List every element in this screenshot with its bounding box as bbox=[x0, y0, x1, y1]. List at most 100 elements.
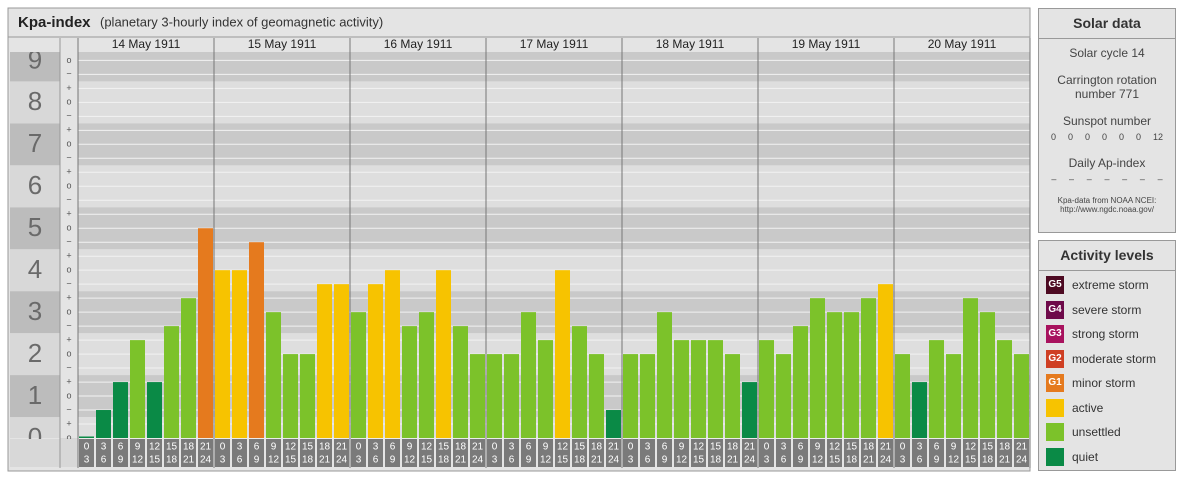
x-tick-label: 12 bbox=[693, 442, 705, 453]
x-tick-label: 9 bbox=[543, 442, 549, 453]
x-tick-label: 21 bbox=[999, 455, 1011, 466]
x-tick-label: 6 bbox=[781, 455, 787, 466]
legend-item: G5 extreme storm bbox=[1039, 273, 1175, 298]
bar bbox=[980, 312, 995, 438]
minor-tick-label: − bbox=[66, 69, 71, 79]
legend-swatch bbox=[1046, 398, 1064, 417]
x-label-cell bbox=[198, 439, 213, 467]
bar bbox=[793, 326, 808, 438]
x-tick-label: 21 bbox=[744, 442, 756, 453]
legend-item: G2 moderate storm bbox=[1039, 347, 1175, 372]
x-tick-label: 12 bbox=[965, 442, 977, 453]
bar bbox=[623, 354, 638, 438]
x-tick-label: 18 bbox=[846, 455, 858, 466]
x-label-cell bbox=[317, 439, 332, 467]
day-label: 14 May 1911 bbox=[112, 37, 181, 51]
minor-tick-label: − bbox=[66, 153, 71, 163]
bar bbox=[164, 326, 179, 438]
x-tick-label: 21 bbox=[608, 442, 620, 453]
bar bbox=[96, 410, 111, 438]
legend-swatch bbox=[1046, 423, 1064, 442]
legend-swatch: G4 bbox=[1046, 300, 1064, 319]
minor-tick-label: o bbox=[66, 97, 71, 107]
y-label-cell bbox=[10, 249, 60, 292]
minor-tick-label: − bbox=[66, 279, 71, 289]
x-label-cell bbox=[810, 439, 825, 467]
sunspot-number: 0 bbox=[1050, 132, 1056, 142]
x-label-left bbox=[10, 439, 78, 467]
bar bbox=[1014, 354, 1029, 438]
x-tick-label: 3 bbox=[900, 455, 906, 466]
x-tick-label: 18 bbox=[710, 455, 722, 466]
x-tick-label: 18 bbox=[166, 455, 178, 466]
x-tick-label: 18 bbox=[863, 442, 875, 453]
ap-value: – bbox=[1051, 174, 1057, 184]
legend-title: Activity levels bbox=[1039, 241, 1175, 271]
x-tick-label: 12 bbox=[285, 442, 297, 453]
x-label-cell bbox=[674, 439, 689, 467]
bar bbox=[538, 340, 553, 438]
x-tick-label: 0 bbox=[356, 442, 362, 453]
x-label-cell bbox=[283, 439, 298, 467]
bar bbox=[113, 382, 128, 438]
minor-tick-label: + bbox=[66, 376, 71, 386]
ap-value: – bbox=[1139, 174, 1145, 184]
x-tick-label: 21 bbox=[336, 442, 348, 453]
bar bbox=[283, 354, 298, 438]
x-tick-label: 12 bbox=[132, 455, 144, 466]
x-label-cell bbox=[1014, 439, 1029, 467]
sunspot-title: Sunspot number bbox=[1062, 114, 1152, 128]
x-tick-label: 6 bbox=[101, 455, 107, 466]
x-tick-label: 24 bbox=[200, 455, 212, 466]
minor-tick-label: + bbox=[66, 125, 71, 135]
x-tick-label: 0 bbox=[492, 442, 498, 453]
date-strip-left bbox=[10, 38, 78, 52]
x-label-cell bbox=[419, 439, 434, 467]
y-band bbox=[78, 417, 1030, 438]
bar bbox=[878, 284, 893, 438]
bar bbox=[929, 340, 944, 438]
sunspot-number: 0 bbox=[1084, 132, 1090, 142]
bar bbox=[504, 354, 519, 438]
bar bbox=[606, 410, 621, 438]
day-label: 15 May 1911 bbox=[248, 37, 317, 51]
x-tick-label: 12 bbox=[812, 455, 824, 466]
x-label-cell bbox=[963, 439, 978, 467]
x-label-cell bbox=[844, 439, 859, 467]
day-label: 17 May 1911 bbox=[520, 37, 589, 51]
x-label-cell bbox=[147, 439, 162, 467]
x-label-cell bbox=[606, 439, 621, 467]
x-label-cell bbox=[946, 439, 961, 467]
legend-swatch: G5 bbox=[1046, 276, 1064, 295]
x-label-cell bbox=[929, 439, 944, 467]
legend-item: G1 minor storm bbox=[1039, 371, 1175, 396]
x-tick-label: 21 bbox=[727, 455, 739, 466]
minor-label-column bbox=[60, 52, 78, 438]
x-label-cell bbox=[368, 439, 383, 467]
x-label-cell bbox=[385, 439, 400, 467]
chart-subtitle: (planetary 3-hourly index of geomagnetic… bbox=[100, 14, 383, 29]
y-label-cell bbox=[10, 333, 60, 376]
minor-tick-label: − bbox=[66, 362, 71, 372]
x-label-cell bbox=[521, 439, 536, 467]
x-label-cell bbox=[96, 439, 111, 467]
legend-label: moderate storm bbox=[1072, 351, 1157, 366]
y-label-cell bbox=[10, 165, 60, 208]
x-tick-label: 3 bbox=[628, 455, 634, 466]
ap-value: – bbox=[1122, 174, 1128, 184]
x-tick-label: 21 bbox=[880, 442, 892, 453]
legend-swatch: G3 bbox=[1046, 325, 1064, 344]
x-label-cell bbox=[130, 439, 145, 467]
y-band bbox=[78, 52, 1030, 82]
minor-tick-label: + bbox=[66, 83, 71, 93]
legend-items: G5 extreme storm G4 severe storm G3 strong st… bbox=[1039, 271, 1175, 469]
chart-title: Kpa-index bbox=[18, 14, 91, 31]
bar bbox=[436, 270, 451, 438]
minor-tick-label: − bbox=[66, 237, 71, 247]
x-tick-label: 3 bbox=[509, 442, 515, 453]
x-tick-label: 21 bbox=[472, 442, 484, 453]
legend-label: strong storm bbox=[1072, 327, 1139, 342]
bar bbox=[249, 242, 264, 438]
x-tick-label: 21 bbox=[183, 455, 195, 466]
